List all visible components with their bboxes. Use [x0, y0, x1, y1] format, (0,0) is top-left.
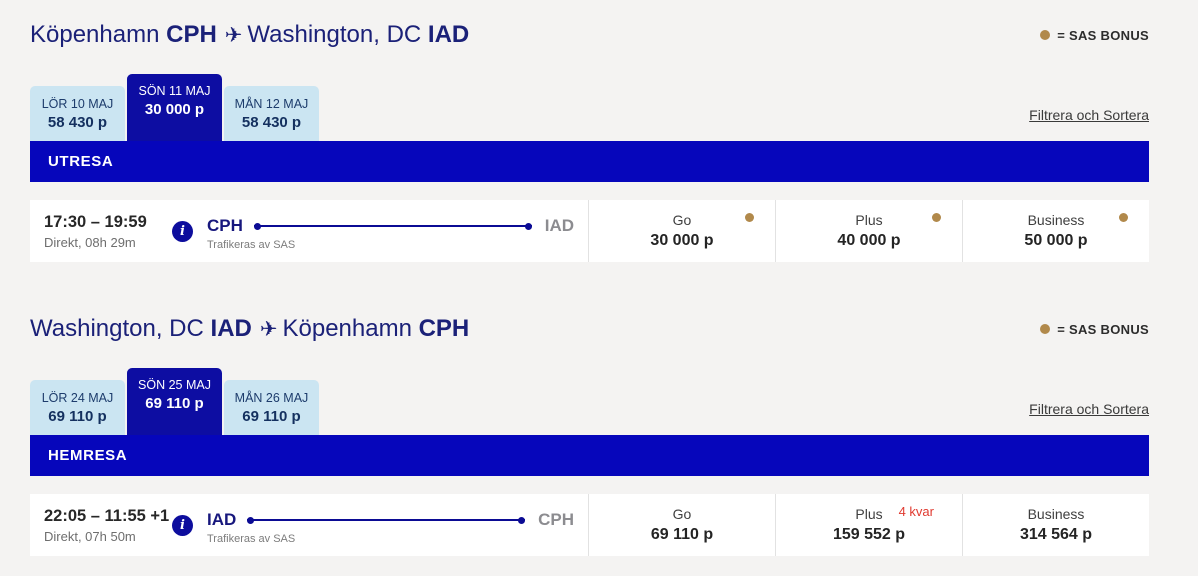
- fare-price: 30 000 p: [650, 232, 714, 249]
- filter-sort-link[interactable]: Filtrera och Sortera: [1029, 401, 1149, 417]
- route-line: [247, 516, 526, 524]
- fare-price: 69 110 p: [650, 526, 714, 543]
- band-label: HEMRESA: [48, 447, 128, 464]
- tab-price-label: 69 110 p: [242, 407, 301, 425]
- fare-cell-business[interactable]: Business 314 564 p: [962, 494, 1149, 556]
- operated-by-label: Trafikeras av SAS: [207, 533, 296, 545]
- bonus-dot-icon: [1040, 30, 1051, 40]
- tab-price-label: 69 110 p: [145, 395, 204, 412]
- route-origin-code: CPH: [207, 216, 243, 235]
- date-tab-son-11-maj-selected[interactable]: SÖN 11 MAJ 30 000 p: [127, 74, 222, 141]
- flight-duration: Direkt, 08h 29m: [44, 234, 136, 250]
- sas-bonus-legend: = SAS BONUS: [1040, 322, 1149, 337]
- origin-airport-code: IAD: [210, 315, 252, 342]
- date-tab-lor-24-maj[interactable]: LÖR 24 MAJ 69 110 p: [30, 380, 125, 435]
- route-line: [253, 222, 532, 230]
- fare-price: 40 000 p: [837, 232, 901, 249]
- fare-price: 50 000 p: [1024, 232, 1088, 249]
- tab-price-label: 30 000 p: [144, 101, 205, 118]
- flight-info: 22:05 – 11:55 +1 Direkt, 07h 50m i IAD C…: [30, 494, 588, 556]
- time-block: 22:05 – 11:55 +1 Direkt, 07h 50m: [44, 507, 172, 544]
- fare-cell-business[interactable]: Business 50 000 p: [962, 200, 1149, 262]
- return-route-title: Washington, DC IAD ✈ Köpenhamn CPH: [30, 315, 469, 343]
- return-band: HEMRESA: [30, 435, 1149, 476]
- origin-city: Washington, DC: [30, 315, 204, 342]
- return-section: Washington, DC IAD ✈ Köpenhamn CPH = SAS B…: [30, 314, 1149, 556]
- sas-bonus-legend: = SAS BONUS: [1040, 28, 1149, 43]
- flight-route: IAD CPH Trafikeras av SAS: [207, 510, 588, 545]
- info-icon[interactable]: i: [172, 514, 193, 536]
- destination-city: Köpenhamn: [282, 315, 412, 342]
- fare-cell-plus[interactable]: Plus 40 000 p: [775, 200, 962, 262]
- destination-airport-code: CPH: [418, 315, 470, 342]
- fare-name: Go: [672, 212, 692, 228]
- fare-cell-go[interactable]: Go 30 000 p: [588, 200, 775, 262]
- bonus-legend-label: = SAS BONUS: [1057, 27, 1149, 43]
- outbound-date-tabs: LÖR 10 MAJ 58 430 p SÖN 11 MAJ 30 000 p …: [30, 74, 1149, 141]
- fare-price: 314 564 p: [1019, 526, 1093, 543]
- tab-price-label: 69 110 p: [48, 407, 107, 425]
- fare-name: Plus: [855, 212, 883, 228]
- route-graphic: IAD CPH: [207, 510, 574, 530]
- outbound-flight-row: 17:30 – 19:59 Direkt, 08h 29m i CPH IAD …: [30, 200, 1149, 262]
- operated-by-label: Trafikeras av SAS: [207, 239, 296, 251]
- outbound-band: UTRESA: [30, 141, 1149, 182]
- time-block: 17:30 – 19:59 Direkt, 08h 29m: [44, 213, 172, 250]
- origin-city: Köpenhamn: [30, 21, 160, 48]
- bonus-dot-icon: [932, 213, 941, 222]
- fare-cell-go[interactable]: Go 69 110 p: [588, 494, 775, 556]
- tab-price-label: 58 430 p: [47, 113, 108, 131]
- flight-times: 22:05 – 11:55 +1: [44, 506, 170, 525]
- return-header: Washington, DC IAD ✈ Köpenhamn CPH = SAS B…: [30, 314, 1149, 344]
- flight-route: CPH IAD Trafikeras av SAS: [207, 216, 588, 251]
- tab-date-label: LÖR 10 MAJ: [41, 96, 114, 111]
- airplane-icon: ✈: [259, 318, 278, 341]
- route-destination-code: IAD: [544, 216, 574, 235]
- tab-price-label: 58 430 p: [241, 113, 302, 131]
- fare-name: Business: [1027, 212, 1085, 228]
- outbound-section: Köpenhamn CPH ✈ Washington, DC IAD = SAS B…: [30, 20, 1149, 262]
- bonus-dot-icon: [745, 213, 754, 222]
- outbound-route-title: Köpenhamn CPH ✈ Washington, DC IAD: [30, 21, 469, 49]
- fare-name: Plus: [855, 506, 883, 522]
- booking-results: Köpenhamn CPH ✈ Washington, DC IAD = SAS B…: [30, 20, 1149, 556]
- date-tab-man-26-maj[interactable]: MÅN 26 MAJ 69 110 p: [224, 380, 319, 435]
- return-flight-row: 22:05 – 11:55 +1 Direkt, 07h 50m i IAD C…: [30, 494, 1149, 556]
- fare-price: 159 552 p: [832, 526, 906, 543]
- seats-remaining-badge: 4 kvar: [898, 504, 934, 519]
- tab-date-label: MÅN 12 MAJ: [234, 96, 309, 111]
- destination-airport-code: IAD: [427, 21, 470, 48]
- flight-times: 17:30 – 19:59: [44, 212, 147, 231]
- origin-airport-code: CPH: [166, 21, 217, 48]
- tab-date-label: SÖN 25 MAJ: [138, 378, 211, 392]
- route-graphic: CPH IAD: [207, 216, 574, 236]
- date-tab-son-25-maj-selected[interactable]: SÖN 25 MAJ 69 110 p: [127, 368, 222, 435]
- date-tab-lor-10-maj[interactable]: LÖR 10 MAJ 58 430 p: [30, 86, 125, 141]
- fare-name: Go: [672, 506, 692, 522]
- return-date-tabs: LÖR 24 MAJ 69 110 p SÖN 25 MAJ 69 110 p …: [30, 368, 1149, 435]
- filter-sort-link[interactable]: Filtrera och Sortera: [1029, 107, 1149, 123]
- band-label: UTRESA: [48, 153, 114, 170]
- bonus-legend-label: = SAS BONUS: [1057, 321, 1149, 337]
- flight-duration: Direkt, 07h 50m: [44, 528, 136, 544]
- fare-cell-plus[interactable]: 4 kvar Plus 159 552 p: [775, 494, 962, 556]
- tab-date-label: MÅN 26 MAJ: [234, 390, 309, 405]
- destination-city: Washington, DC: [247, 21, 422, 48]
- flight-info: 17:30 – 19:59 Direkt, 08h 29m i CPH IAD …: [30, 200, 588, 262]
- outbound-header: Köpenhamn CPH ✈ Washington, DC IAD = SAS B…: [30, 20, 1149, 50]
- tab-date-label: SÖN 11 MAJ: [138, 84, 211, 98]
- bonus-dot-icon: [1040, 324, 1051, 334]
- airplane-icon: ✈: [224, 24, 243, 47]
- info-icon[interactable]: i: [172, 220, 193, 242]
- bonus-dot-icon: [1119, 213, 1128, 222]
- tab-date-label: LÖR 24 MAJ: [41, 390, 114, 405]
- date-tab-man-12-maj[interactable]: MÅN 12 MAJ 58 430 p: [224, 86, 319, 141]
- route-origin-code: IAD: [207, 510, 237, 529]
- route-destination-code: CPH: [538, 510, 574, 529]
- fare-name: Business: [1027, 506, 1085, 522]
